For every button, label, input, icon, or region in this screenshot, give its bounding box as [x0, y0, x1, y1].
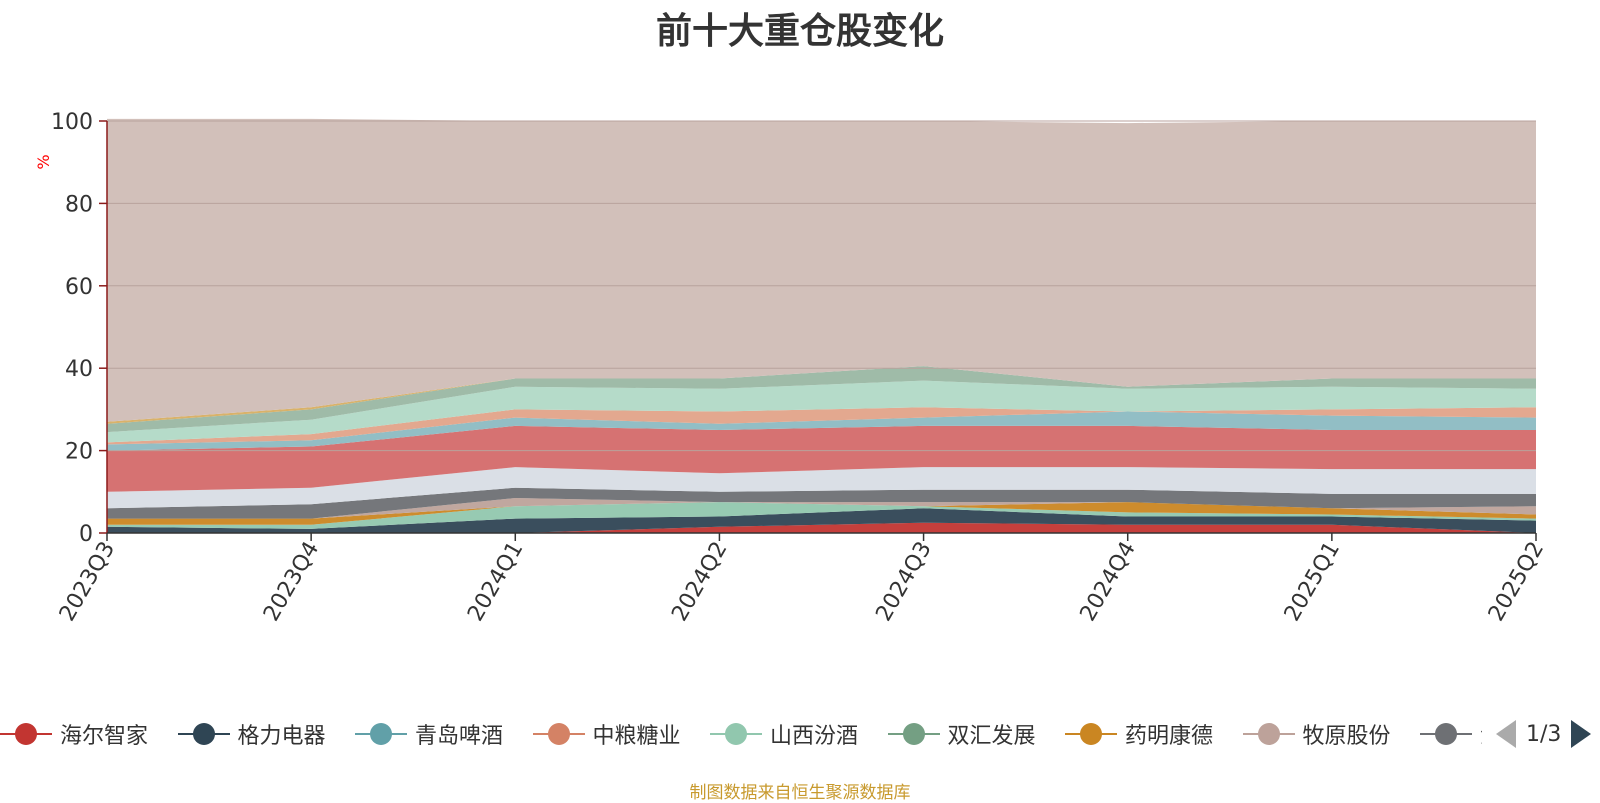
area-series-7 — [107, 502, 1536, 525]
legend-label: 海尔智家 — [60, 724, 149, 749]
area-series-12 — [107, 411, 1536, 451]
legend-label: 牧原股份 — [1302, 724, 1391, 749]
area-series-2 — [107, 508, 1536, 533]
area-series-14 — [107, 380, 1536, 443]
x-tick-label: 2024Q4 — [1076, 538, 1141, 626]
pager-text: 1/3 — [1526, 721, 1562, 747]
legend-label: 山西汾酒 — [770, 724, 859, 749]
legend-marker-icon — [710, 722, 762, 746]
legend-marker-icon — [0, 722, 52, 746]
legend-marker-icon — [887, 722, 940, 746]
legend-item[interactable]: 药明康德 — [1065, 716, 1213, 752]
y-tick-label: 40 — [65, 357, 93, 382]
legend-item[interactable]: 海尔智家 — [0, 716, 148, 752]
legend-marker-icon — [177, 722, 230, 746]
legend-item[interactable]: 格力电器 — [177, 716, 326, 752]
legend-items: 海尔智家 格力电器 青岛啤酒 中粮糖业 山西汾酒 双汇发展 药明康德 牧原股份 泸 — [0, 716, 1482, 752]
legend-label: 双汇发展 — [947, 724, 1036, 749]
chart-title: 前十大重仓股变化 — [655, 11, 944, 52]
area-series-1 — [107, 522, 1536, 533]
x-tick-label: 2025Q2 — [1484, 538, 1549, 626]
legend-item[interactable]: 青岛啤酒 — [355, 716, 503, 752]
x-tick-label: 2023Q3 — [55, 538, 120, 626]
legend-item[interactable]: 牧原股份 — [1242, 716, 1391, 752]
y-tick-label: 60 — [65, 275, 93, 300]
x-tick-label: 2025Q1 — [1280, 538, 1345, 626]
y-tick-label: 100 — [51, 110, 93, 135]
legend-label: 青岛啤酒 — [415, 724, 504, 749]
legend-item[interactable]: 中粮糖业 — [532, 716, 681, 752]
area-series-10 — [107, 467, 1536, 509]
legend-marker-icon — [1420, 722, 1472, 746]
y-tick-label: 80 — [65, 192, 93, 217]
legend: 海尔智家 格力电器 青岛啤酒 中粮糖业 山西汾酒 双汇发展 药明康德 牧原股份 泸 — [0, 716, 1600, 752]
legend-label: 药明康德 — [1125, 724, 1214, 749]
legend-marker-icon — [1242, 722, 1295, 746]
legend-marker-icon — [532, 722, 585, 746]
pager-prev-arrow-icon[interactable] — [1496, 720, 1516, 748]
area-series-15 — [107, 366, 1536, 433]
legend-label: 中粮糖业 — [592, 724, 681, 749]
x-tick-label: 2024Q1 — [463, 538, 528, 626]
area-series-8 — [107, 498, 1536, 519]
y-tick-label: 20 — [65, 440, 93, 465]
x-tick-label: 2023Q4 — [259, 538, 324, 626]
legend-pager: 1/3 — [1496, 716, 1592, 752]
y-axis-label: % — [34, 154, 53, 169]
area-series-11 — [107, 425, 1536, 492]
area-series-9 — [107, 487, 1536, 519]
legend-item[interactable]: 泸 — [1420, 716, 1482, 752]
legend-marker-icon — [1065, 722, 1117, 746]
legend-label: 泸 — [1480, 718, 1482, 750]
legend-item[interactable]: 山西汾酒 — [710, 716, 858, 752]
legend-item[interactable]: 双汇发展 — [887, 716, 1036, 752]
data-source-note: 制图数据来自恒生聚源数据库 — [689, 783, 911, 803]
y-tick-label: 0 — [79, 522, 93, 547]
x-tick-label: 2024Q3 — [871, 538, 936, 626]
area-series-13 — [107, 407, 1536, 445]
area-series-17 — [107, 118, 1536, 422]
pager-next-arrow-icon[interactable] — [1571, 720, 1592, 748]
x-tick-label: 2024Q2 — [667, 538, 732, 626]
legend-marker-icon — [355, 722, 407, 746]
legend-label: 格力电器 — [237, 724, 326, 749]
stacked-areas — [107, 118, 1536, 533]
area-series-5 — [107, 502, 1536, 529]
